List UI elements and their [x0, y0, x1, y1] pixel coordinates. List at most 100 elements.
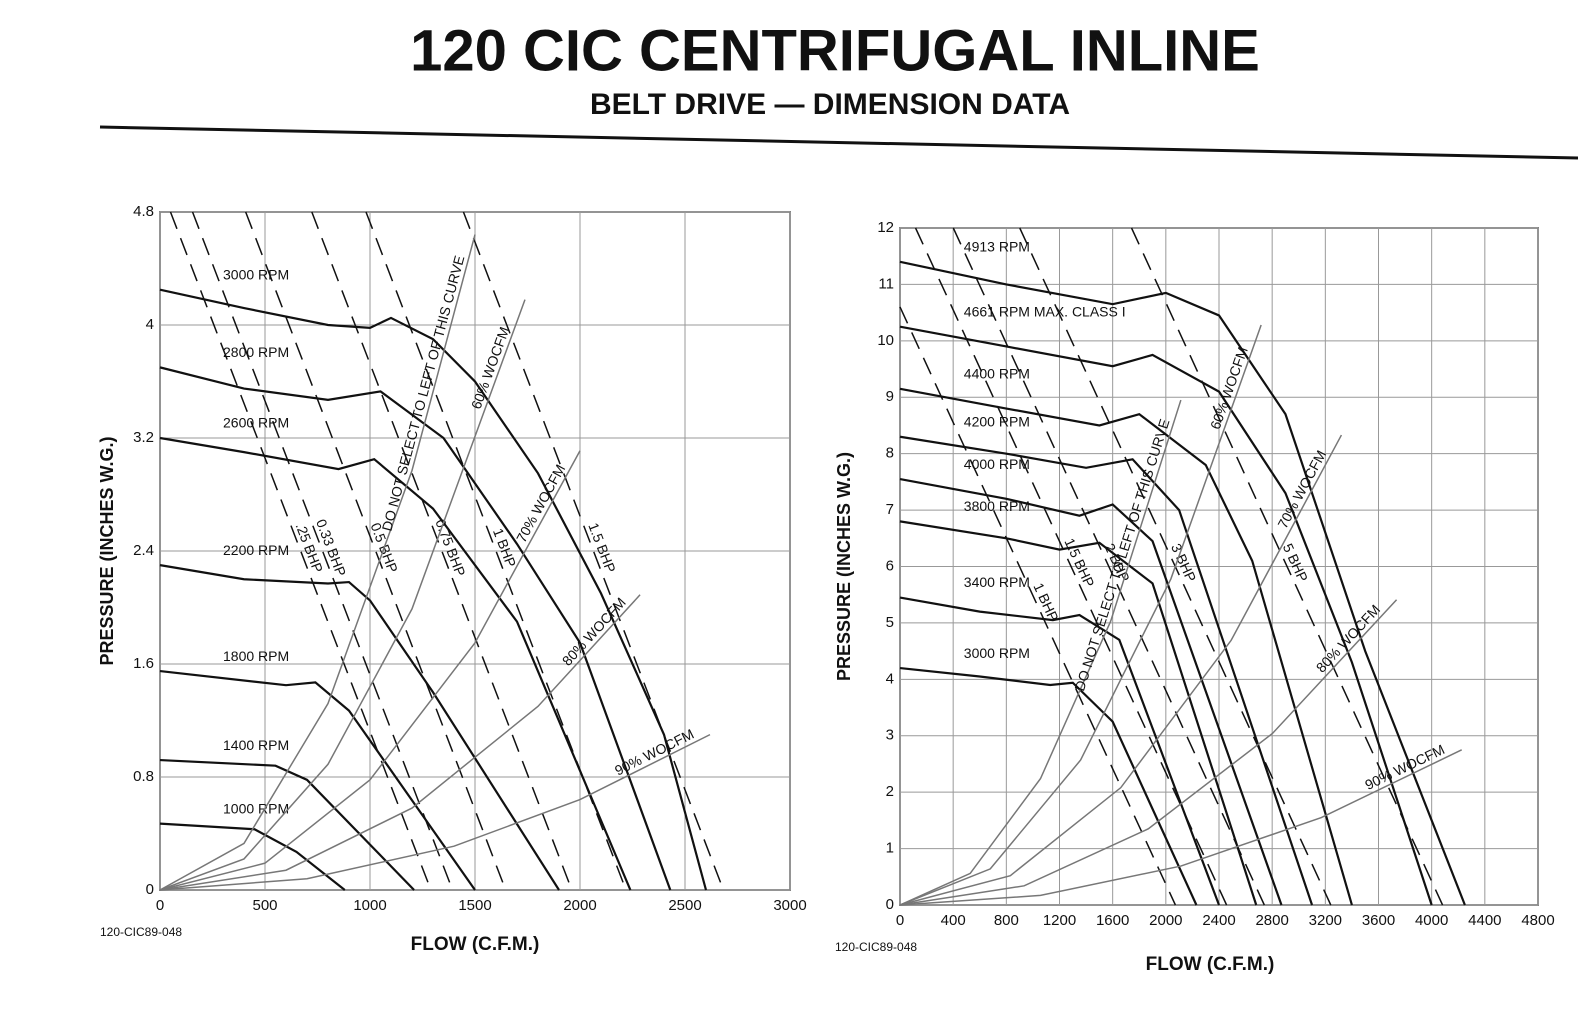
curve [311, 211, 573, 891]
figure-code: 120-CIC89-048 [835, 940, 917, 954]
curve [159, 669, 476, 891]
y-tick-label: 10 [877, 332, 894, 349]
curve-label: 3000 RPM [223, 266, 289, 282]
curve [1130, 227, 1444, 906]
y-tick-label: 11 [878, 275, 894, 292]
curve-label: 2800 RPM [223, 344, 289, 360]
x-tick-label: 1500 [458, 897, 491, 914]
curve [899, 596, 1221, 906]
y-tick-label: 5 [886, 614, 894, 631]
y-tick-label: 0.8 [133, 768, 154, 785]
curve [244, 211, 507, 891]
curve [159, 366, 672, 891]
curve [899, 306, 1177, 906]
curve [899, 387, 1353, 906]
y-tick-label: 4 [146, 316, 154, 333]
x-tick-label: 2500 [668, 897, 701, 914]
y-tick-label: 4 [886, 670, 894, 687]
y-tick-label: 0 [146, 881, 154, 898]
curve-label: 1000 RPM [223, 800, 289, 816]
y-tick-label: 2 [886, 783, 894, 800]
curve [159, 758, 415, 891]
curve-label: 1.5 BHP [585, 520, 619, 574]
x-tick-label: 0 [896, 912, 904, 929]
x-tick-label: 2800 [1255, 912, 1288, 929]
y-tick-label: 4.8 [133, 203, 154, 220]
subtitle: BELT DRIVE — DIMENSION DATA [590, 88, 1070, 121]
y-axis-label: PRESSURE (INCHES W.G.) [97, 436, 117, 665]
y-tick-label: 3 [886, 727, 894, 744]
curve-label: 3000 RPM [964, 645, 1030, 661]
curve-label: 4000 RPM [964, 456, 1030, 472]
x-tick-label: 800 [994, 912, 1019, 929]
curve-label: 70% WOCFM [513, 462, 568, 545]
rule [99, 125, 1578, 160]
x-axis-label: FLOW (C.F.M.) [1146, 954, 1275, 975]
x-tick-label: 3600 [1362, 912, 1395, 929]
x-tick-label: 500 [252, 897, 277, 914]
curve [899, 325, 1433, 906]
title: 120 CIC CENTRIFUGAL INLINE [410, 18, 1260, 83]
figure-code: 120-CIC89-048 [100, 925, 182, 939]
x-tick-label: 1000 [353, 897, 386, 914]
y-axis-label: PRESSURE (INCHES W.G.) [834, 452, 854, 681]
curve [899, 260, 1466, 906]
y-tick-label: 1.6 [133, 655, 154, 672]
curve-label: 3400 RPM [964, 574, 1030, 590]
curve [899, 520, 1258, 906]
y-tick-label: 0 [886, 896, 894, 913]
curve-label: 4200 RPM [964, 413, 1030, 429]
y-tick-label: 2.4 [133, 542, 154, 559]
curve [952, 227, 1266, 906]
curve-label: 3800 RPM [964, 498, 1030, 514]
y-tick-label: 6 [886, 557, 894, 574]
x-tick-label: 2000 [1149, 912, 1182, 929]
curve [899, 477, 1283, 906]
y-tick-label: 8 [886, 445, 894, 462]
x-tick-label: 3200 [1309, 912, 1342, 929]
curve [899, 324, 1262, 906]
x-tick-label: 4400 [1468, 912, 1501, 929]
y-tick-label: 9 [886, 388, 894, 405]
curve [899, 399, 1182, 906]
x-axis-label: FLOW (C.F.M.) [411, 934, 540, 955]
curve [899, 749, 1463, 906]
curve [159, 733, 711, 891]
curve [365, 211, 627, 891]
curve [462, 211, 725, 891]
curve-label: 4400 RPM [964, 365, 1030, 381]
x-tick-label: 2000 [563, 897, 596, 914]
curve [899, 599, 1398, 906]
curve-label: 1800 RPM [223, 648, 289, 664]
curve [159, 594, 641, 891]
curve [899, 434, 1343, 906]
curve-label: 2600 RPM [223, 415, 289, 431]
x-tick-label: 0 [156, 897, 164, 914]
curve-label: 90% WOCFM [612, 726, 696, 779]
curve [159, 234, 476, 891]
curve [914, 227, 1228, 906]
curve [159, 564, 560, 891]
curve [159, 288, 708, 891]
x-tick-label: 1200 [1043, 912, 1076, 929]
x-tick-label: 4800 [1521, 912, 1554, 929]
curve-label: 80% WOCFM [1313, 601, 1383, 675]
curve-label: 1400 RPM [223, 737, 289, 753]
x-tick-label: 1600 [1096, 912, 1129, 929]
curve [159, 450, 581, 891]
curve [191, 211, 454, 891]
curve [899, 435, 1314, 906]
curve [899, 666, 1198, 906]
x-tick-label: 400 [941, 912, 966, 929]
x-tick-label: 4000 [1415, 912, 1448, 929]
curve-label: DO NOT SELECT TO LEFT OF THIS CURVE [379, 254, 468, 533]
curve-label: 2200 RPM [223, 542, 289, 558]
curve-label: 4661 RPM MAX. CLASS I [964, 303, 1126, 319]
x-tick-label: 2400 [1202, 912, 1235, 929]
y-tick-label: 3.2 [133, 429, 154, 446]
y-tick-label: 7 [886, 501, 894, 518]
curve-label: 4913 RPM [964, 239, 1030, 255]
y-tick-label: 1 [886, 840, 894, 857]
